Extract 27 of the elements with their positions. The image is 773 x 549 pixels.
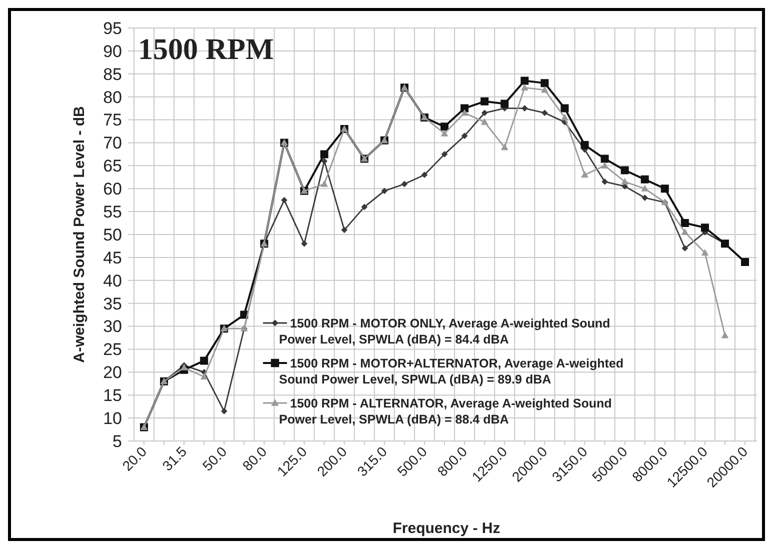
legend-label: 1500 RPM - ALTERNATOR, Average A-weighted Sound Power Level, SPWLA (dBA) = 88.4 dBA bbox=[279, 396, 612, 426]
y-tick-label: 90 bbox=[103, 42, 122, 61]
x-tick-label: 50.0 bbox=[199, 443, 230, 474]
x-tick-label: 80.0 bbox=[239, 443, 270, 474]
y-tick-label: 25 bbox=[103, 340, 122, 360]
y-tick-label: 60 bbox=[103, 180, 122, 199]
y-tick-label: 10 bbox=[103, 409, 122, 428]
y-tick-label: 20 bbox=[103, 363, 122, 382]
y-tick-label: 45 bbox=[103, 248, 122, 268]
y-tick-label: 95 bbox=[103, 18, 122, 38]
y-tick-label: 80 bbox=[103, 88, 122, 107]
legend-label: 1500 RPM - MOTOR+ALTERNATOR, Average A-weighted Sound Power Level, SPWLA (dBA) = 89.9 dBA bbox=[279, 356, 624, 386]
y-tick-label: 15 bbox=[103, 386, 122, 406]
y-tick-label: 40 bbox=[103, 271, 122, 290]
chart-title: 1500 RPM bbox=[138, 33, 274, 66]
y-tick-label: 85 bbox=[103, 64, 122, 84]
y-axis-title: A-weighted Sound Power Level - dB bbox=[71, 106, 88, 363]
x-axis-title: Frequency - Hz bbox=[392, 520, 500, 537]
y-tick-label: 70 bbox=[103, 134, 122, 153]
legend-label: 1500 RPM - MOTOR ONLY, Average A-weighted Sound Power Level, SPWLA (dBA) = 84.4 dBA bbox=[279, 316, 610, 346]
y-tick-label: 55 bbox=[103, 202, 122, 222]
y-tick-label: 35 bbox=[103, 294, 122, 314]
y-tick-label: 30 bbox=[103, 317, 122, 336]
y-tick-label: 65 bbox=[103, 156, 122, 176]
y-tick-label: 75 bbox=[103, 110, 122, 130]
y-tick-label: 5 bbox=[112, 432, 122, 451]
y-tick-label: 50 bbox=[103, 225, 122, 244]
